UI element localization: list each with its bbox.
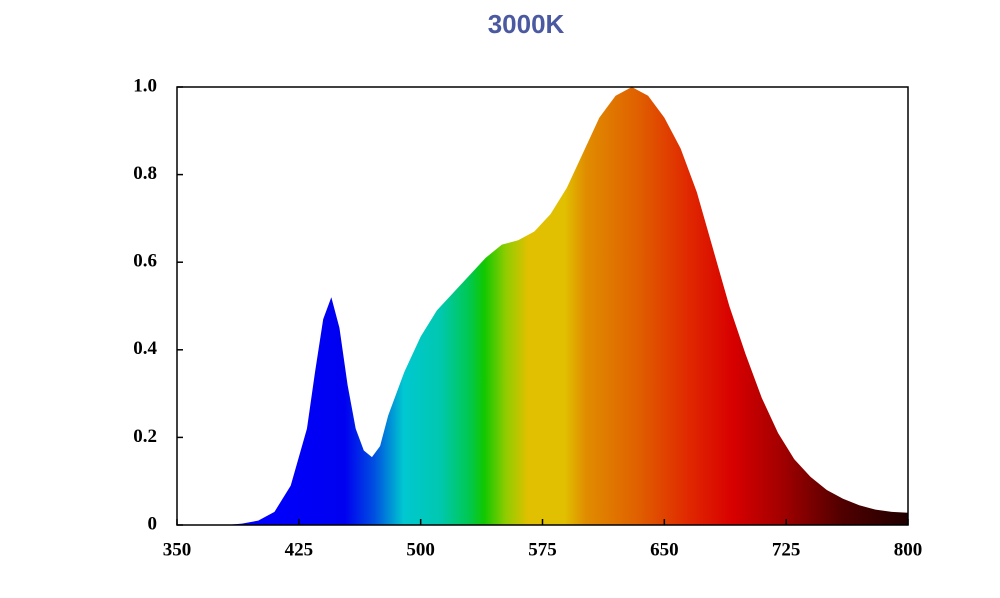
y-tick-label: 0 [148, 513, 158, 534]
x-tick-label: 425 [285, 539, 314, 560]
x-tick-label: 350 [163, 539, 192, 560]
x-tick-label: 500 [406, 539, 435, 560]
y-tick-label: 0.4 [133, 338, 157, 359]
chart-title: 3000K [488, 9, 565, 39]
spectrum-area [225, 87, 908, 525]
y-tick-label: 0.2 [133, 426, 157, 447]
x-tick-label: 650 [650, 539, 679, 560]
y-tick-label: 0.6 [133, 251, 157, 272]
plot-area [225, 87, 908, 525]
y-tick-label: 0.8 [133, 163, 157, 184]
x-tick-label: 725 [772, 539, 801, 560]
y-tick-label: 1.0 [133, 75, 157, 96]
x-tick-label: 575 [528, 539, 557, 560]
x-tick-label: 800 [894, 539, 923, 560]
